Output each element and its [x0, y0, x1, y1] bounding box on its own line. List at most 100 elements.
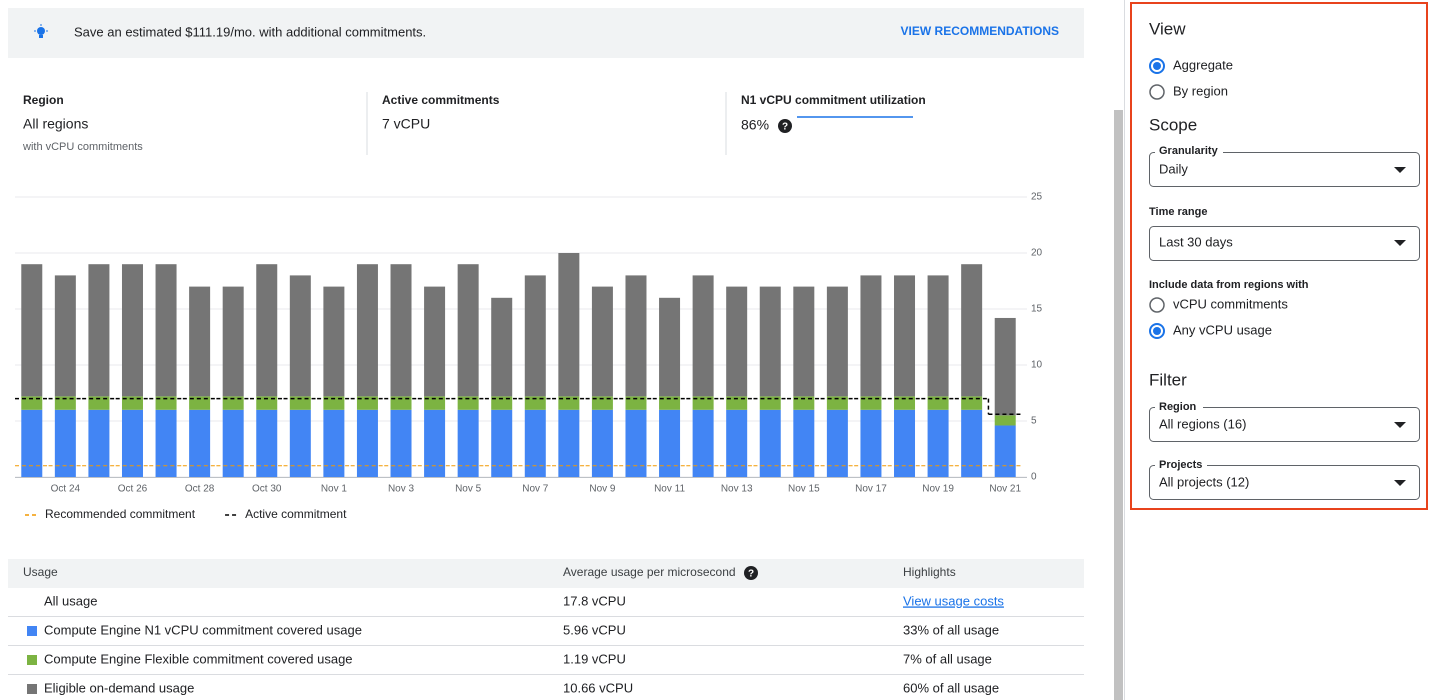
bar: [961, 409, 983, 477]
bar: [558, 396, 580, 410]
bar: [558, 409, 580, 477]
bar: [826, 409, 848, 477]
svg-text:?: ?: [748, 569, 754, 580]
bar: [155, 264, 177, 397]
radio[interactable]: [1149, 297, 1165, 313]
summary-label: Active commitments: [382, 93, 500, 107]
y-tick-label: 15: [1031, 304, 1043, 315]
table-header-cell: Usage: [23, 565, 58, 579]
radio-label[interactable]: vCPU commitments: [1173, 296, 1288, 311]
radio-label[interactable]: By region: [1173, 83, 1228, 98]
select-value: Daily: [1159, 161, 1188, 176]
table-header-cell: Average usage per microsecond: [563, 565, 736, 579]
bar: [121, 264, 143, 397]
label-bg: [1155, 400, 1203, 412]
bar: [625, 409, 647, 477]
usage-cell: Compute Engine Flexible commitment cover…: [44, 651, 353, 666]
bar: [424, 396, 446, 410]
radio[interactable]: [1149, 323, 1165, 339]
dropdown-arrow: [1394, 167, 1406, 173]
bar: [356, 396, 378, 410]
bar: [21, 396, 43, 410]
bar: [54, 275, 76, 397]
usage-cell: Eligible on-demand usage: [44, 680, 194, 695]
bar: [323, 396, 345, 410]
select-value: Last 30 days: [1159, 234, 1233, 249]
average-cell: 1.19 vCPU: [563, 651, 626, 666]
highlight-cell: 7% of all usage: [903, 651, 992, 666]
x-tick-label: Nov 21: [989, 484, 1021, 495]
section-title: View: [1149, 19, 1186, 38]
select-label: Projects: [1159, 459, 1202, 471]
radio-label[interactable]: Any vCPU usage: [1173, 322, 1272, 337]
bar: [289, 409, 311, 477]
bar: [591, 409, 613, 477]
select-value: All projects (12): [1159, 474, 1249, 489]
bar: [994, 415, 1016, 426]
y-tick-label: 20: [1031, 248, 1043, 259]
bar: [54, 396, 76, 410]
bar: [491, 297, 513, 397]
x-tick-label: Oct 26: [118, 484, 148, 495]
bar: [121, 396, 143, 410]
y-tick-label: 10: [1031, 360, 1043, 371]
bar: [121, 409, 143, 477]
bar: [256, 396, 278, 410]
bar: [860, 396, 882, 410]
bar: [591, 396, 613, 410]
bulb-icon: [34, 24, 48, 38]
table-header: [8, 559, 1084, 588]
average-cell: 10.66 vCPU: [563, 680, 633, 695]
select[interactable]: [1149, 226, 1420, 261]
x-tick-label: Nov 19: [922, 484, 954, 495]
summary-note: with vCPU commitments: [22, 141, 143, 153]
radio[interactable]: [1149, 84, 1165, 100]
group-label: Include data from regions with: [1149, 279, 1309, 291]
bar: [491, 396, 513, 410]
bar: [457, 264, 479, 397]
highlight-cell: 60% of all usage: [903, 680, 999, 695]
bar: [356, 409, 378, 477]
radio-label[interactable]: Aggregate: [1173, 57, 1233, 72]
bar: [591, 286, 613, 397]
bar: [155, 409, 177, 477]
select[interactable]: [1149, 152, 1420, 187]
help-icon[interactable]: ?: [744, 566, 758, 580]
help-icon[interactable]: ?: [778, 119, 792, 133]
bar: [21, 409, 43, 477]
bar: [894, 396, 916, 410]
bar: [390, 396, 412, 410]
summary-value: All regions: [23, 116, 88, 132]
bar: [256, 264, 278, 397]
bar: [793, 286, 815, 397]
bar: [860, 409, 882, 477]
bar: [356, 264, 378, 397]
bar: [726, 286, 748, 397]
bar: [155, 396, 177, 410]
legend-label: Active commitment: [245, 507, 347, 521]
select-label: Region: [1159, 401, 1197, 413]
bar: [424, 286, 446, 397]
radio-dot: [1153, 327, 1161, 335]
legend-square: [27, 684, 37, 694]
usage-costs-link[interactable]: View usage costs: [903, 593, 1004, 608]
bar: [323, 409, 345, 477]
view-recommendations[interactable]: VIEW RECOMMENDATIONS: [901, 24, 1059, 38]
select[interactable]: [1149, 407, 1420, 442]
chart: 0 5 10 15 20 25 Oct 24 Oct 26 Oct 28 Oct 30 Nov 1 N…: [15, 192, 1043, 521]
bar: [491, 409, 513, 477]
dropdown-arrow: [1394, 240, 1406, 246]
scrollbar[interactable]: [1114, 110, 1123, 700]
bar: [659, 396, 681, 410]
bar: [961, 396, 983, 410]
table-body: All usage 17.8 vCPU View usage costs Comput…: [8, 593, 1084, 695]
y-tick-label: 25: [1031, 192, 1043, 203]
usage-cell: All usage: [44, 593, 97, 608]
select[interactable]: [1149, 465, 1420, 500]
select-label: Granularity: [1159, 145, 1219, 157]
summary-label: N1 vCPU commitment utilization: [741, 93, 926, 107]
bar: [826, 396, 848, 410]
x-tick-label: Nov 9: [589, 484, 616, 495]
bar: [759, 396, 781, 410]
radio[interactable]: [1149, 58, 1165, 74]
